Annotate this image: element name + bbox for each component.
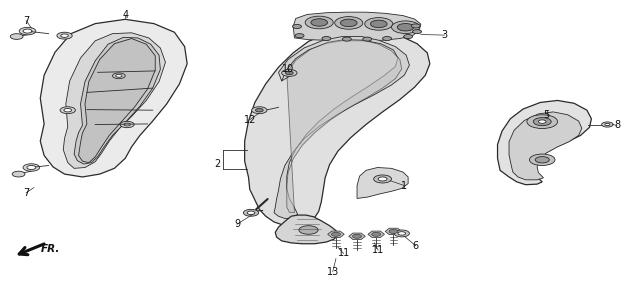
Circle shape — [61, 34, 68, 37]
Circle shape — [527, 115, 557, 128]
Circle shape — [255, 109, 263, 112]
Circle shape — [340, 19, 357, 26]
Circle shape — [353, 234, 362, 238]
Polygon shape — [368, 231, 385, 238]
Circle shape — [120, 121, 134, 128]
Circle shape — [282, 69, 297, 76]
Circle shape — [27, 166, 36, 170]
Polygon shape — [74, 37, 161, 164]
Polygon shape — [40, 19, 187, 177]
Polygon shape — [63, 33, 166, 168]
Circle shape — [252, 107, 267, 114]
Text: 8: 8 — [614, 120, 620, 130]
Circle shape — [60, 107, 76, 114]
Circle shape — [243, 209, 259, 216]
Circle shape — [10, 34, 23, 39]
Text: 7: 7 — [23, 188, 29, 198]
Circle shape — [23, 29, 32, 33]
Circle shape — [295, 34, 304, 38]
Circle shape — [322, 37, 331, 41]
Polygon shape — [328, 231, 344, 238]
Polygon shape — [509, 112, 582, 180]
Circle shape — [292, 24, 301, 29]
Polygon shape — [293, 12, 421, 41]
Circle shape — [412, 24, 420, 28]
Circle shape — [533, 118, 551, 126]
Polygon shape — [244, 29, 430, 227]
Text: 13: 13 — [326, 266, 339, 276]
Circle shape — [363, 37, 372, 41]
Text: 10: 10 — [282, 65, 294, 75]
Text: 11: 11 — [337, 249, 349, 259]
Circle shape — [378, 177, 387, 181]
Circle shape — [398, 232, 406, 235]
Circle shape — [311, 19, 328, 26]
Circle shape — [535, 157, 549, 163]
Circle shape — [57, 32, 72, 39]
Circle shape — [335, 17, 363, 29]
Circle shape — [285, 71, 293, 75]
Text: 11: 11 — [372, 245, 384, 255]
Circle shape — [64, 109, 72, 112]
Polygon shape — [274, 37, 410, 219]
Text: 12: 12 — [244, 115, 256, 125]
Circle shape — [372, 232, 381, 236]
Text: 3: 3 — [442, 30, 447, 40]
Circle shape — [12, 171, 25, 177]
Polygon shape — [79, 39, 156, 163]
Text: 7: 7 — [23, 16, 29, 26]
Circle shape — [413, 30, 422, 34]
Text: 9: 9 — [234, 219, 240, 229]
Polygon shape — [385, 228, 402, 235]
Circle shape — [394, 230, 410, 237]
Polygon shape — [287, 39, 402, 213]
Circle shape — [404, 35, 413, 39]
Circle shape — [305, 16, 333, 29]
Circle shape — [389, 230, 398, 233]
Circle shape — [113, 73, 125, 79]
Polygon shape — [275, 215, 338, 244]
Circle shape — [605, 123, 610, 126]
Polygon shape — [349, 233, 365, 240]
Circle shape — [299, 226, 318, 234]
Circle shape — [116, 74, 122, 77]
Circle shape — [365, 18, 393, 30]
Circle shape — [371, 20, 387, 28]
Text: 5: 5 — [543, 110, 550, 120]
Circle shape — [332, 232, 340, 236]
Circle shape — [602, 122, 613, 127]
Text: 6: 6 — [413, 241, 419, 251]
Circle shape — [23, 164, 40, 171]
Circle shape — [19, 27, 36, 35]
Circle shape — [529, 154, 555, 166]
Circle shape — [374, 175, 392, 183]
Text: 4: 4 — [122, 10, 128, 20]
Polygon shape — [497, 101, 591, 185]
Text: 1: 1 — [401, 181, 407, 191]
Polygon shape — [357, 168, 408, 198]
Circle shape — [538, 120, 546, 123]
Text: FR.: FR. — [40, 244, 60, 254]
Circle shape — [397, 24, 414, 31]
Circle shape — [392, 21, 420, 33]
Text: 2: 2 — [214, 159, 221, 169]
Circle shape — [342, 37, 351, 41]
Circle shape — [383, 37, 392, 41]
Circle shape — [247, 211, 255, 215]
Circle shape — [124, 123, 131, 126]
